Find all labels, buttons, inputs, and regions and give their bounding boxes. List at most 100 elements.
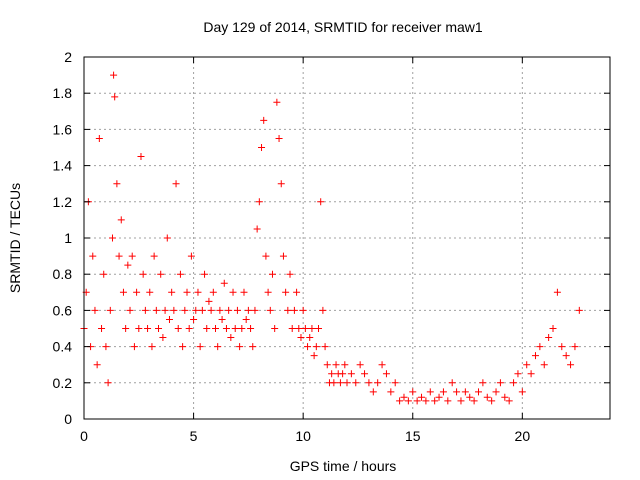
data-point	[222, 325, 230, 332]
data-point	[201, 270, 209, 278]
data-point	[439, 388, 447, 396]
chart-title: Day 129 of 2014, SRMTID for receiver maw…	[203, 19, 483, 35]
data-point	[540, 361, 548, 369]
data-point	[299, 306, 307, 314]
data-point	[400, 393, 408, 401]
data-point	[268, 270, 276, 278]
data-point	[426, 388, 434, 396]
data-point	[240, 288, 248, 296]
data-point	[271, 325, 279, 332]
data-point	[218, 315, 226, 323]
data-point	[297, 334, 305, 342]
data-point	[531, 352, 539, 360]
data-point	[220, 279, 228, 287]
data-point	[496, 379, 504, 387]
data-point	[510, 379, 518, 387]
data-point	[306, 334, 314, 342]
data-point	[203, 325, 211, 332]
data-point	[391, 379, 399, 387]
data-point	[212, 325, 219, 332]
data-point	[122, 325, 130, 332]
data-point	[448, 379, 456, 387]
data-point	[332, 361, 340, 369]
data-point	[501, 393, 509, 401]
data-point	[341, 361, 349, 369]
data-point	[315, 325, 323, 332]
data-point	[187, 252, 195, 260]
data-point	[185, 325, 193, 332]
data-point	[229, 288, 237, 296]
data-point	[148, 343, 156, 351]
y-tick-label: 1.4	[53, 158, 73, 174]
data-point	[347, 370, 355, 378]
data-point	[126, 306, 134, 314]
data-point	[183, 288, 191, 296]
data-point	[431, 397, 439, 405]
data-point	[488, 397, 496, 405]
data-point	[176, 270, 184, 278]
data-point	[536, 343, 544, 351]
y-axis-title: SRMTID / TECUs	[7, 183, 23, 293]
x-tick-label: 15	[405, 428, 421, 444]
data-point	[444, 397, 452, 405]
data-point	[152, 306, 160, 314]
data-point	[249, 343, 257, 351]
data-point	[128, 252, 136, 260]
data-point	[102, 343, 110, 351]
data-point	[205, 297, 213, 305]
data-point	[89, 252, 97, 260]
data-point	[293, 288, 301, 296]
data-point	[553, 288, 561, 296]
y-tick-label: 2	[64, 49, 72, 65]
axis-ticks	[83, 56, 610, 420]
data-point	[457, 397, 465, 405]
data-point	[209, 288, 217, 296]
data-point	[308, 325, 316, 332]
data-point	[216, 306, 224, 314]
data-point	[110, 71, 118, 79]
data-point	[282, 288, 290, 296]
data-point	[483, 393, 491, 401]
data-point	[518, 388, 526, 396]
data-point	[214, 343, 222, 351]
data-point	[343, 379, 351, 387]
data-point	[165, 315, 173, 323]
data-point	[562, 352, 570, 360]
data-point	[113, 180, 121, 188]
data-point	[273, 98, 281, 106]
data-point	[396, 397, 404, 405]
data-point	[461, 388, 469, 396]
data-point	[196, 343, 204, 351]
x-tick-label: 20	[515, 428, 531, 444]
data-point	[247, 325, 255, 332]
data-point	[155, 325, 163, 332]
data-point	[352, 379, 360, 387]
data-point	[168, 288, 176, 296]
data-point	[146, 288, 154, 296]
data-point	[139, 270, 147, 278]
data-points	[80, 71, 583, 405]
data-point	[117, 216, 125, 224]
data-point	[190, 315, 198, 323]
y-tick-label: 1.2	[53, 194, 73, 210]
data-point	[479, 379, 487, 387]
data-point	[374, 379, 382, 387]
data-point	[144, 325, 152, 332]
data-point	[514, 370, 522, 378]
data-point	[141, 306, 149, 314]
data-point	[323, 361, 331, 369]
data-point	[286, 270, 294, 278]
y-tick-label: 1.6	[53, 121, 73, 137]
data-point	[172, 180, 180, 188]
data-point	[225, 306, 233, 314]
data-point	[253, 225, 261, 233]
data-point	[111, 93, 119, 101]
data-point	[279, 252, 287, 260]
data-point	[545, 334, 553, 342]
data-point	[567, 361, 575, 369]
data-point	[170, 306, 178, 314]
data-point	[91, 306, 99, 314]
data-point	[100, 270, 108, 278]
data-point	[418, 393, 426, 401]
